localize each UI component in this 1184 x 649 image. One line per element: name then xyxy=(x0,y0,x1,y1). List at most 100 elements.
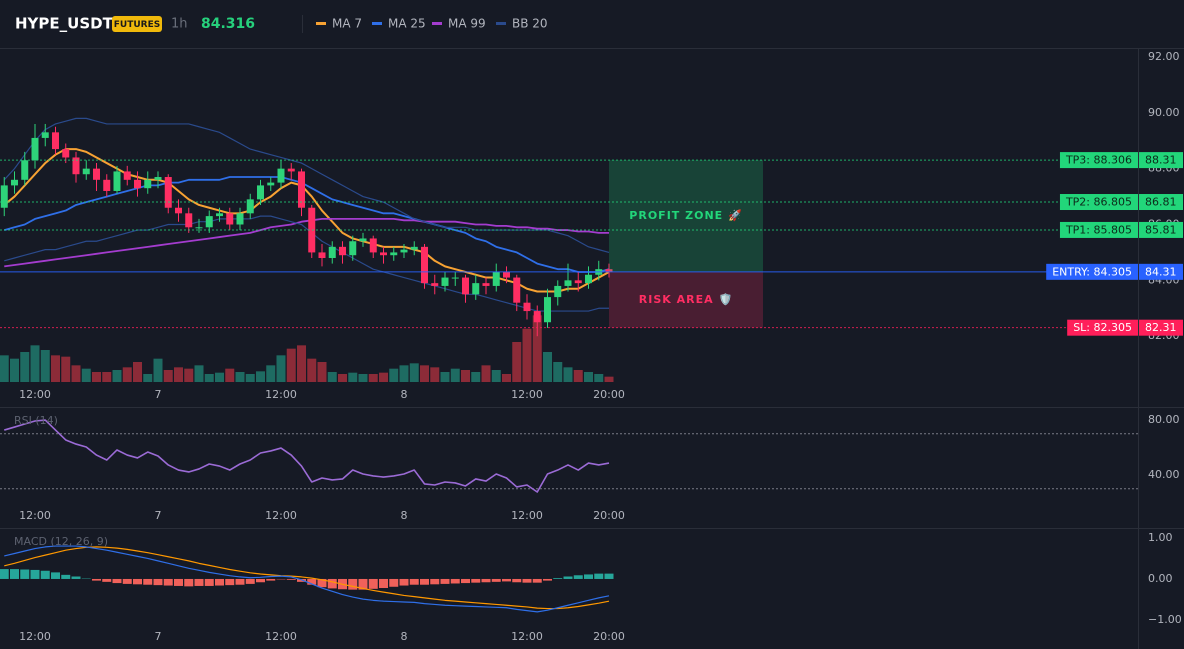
x-tick-label: 20:00 xyxy=(593,509,625,522)
level-tag-label: ENTRY: 84.305 xyxy=(1052,265,1132,278)
candle-body xyxy=(236,213,244,225)
legend-label: MA 99 xyxy=(448,17,486,31)
macd-histogram xyxy=(133,578,142,585)
volume-bar xyxy=(420,365,429,382)
level-axis-label: 85.81 xyxy=(1145,223,1177,236)
candle-body xyxy=(31,137,39,161)
legend-label: MA 7 xyxy=(332,17,362,31)
macd-histogram xyxy=(225,578,235,586)
candle-body xyxy=(144,179,152,189)
candle-body xyxy=(400,249,408,253)
volume-bar xyxy=(389,368,399,382)
macd-histogram xyxy=(61,574,71,579)
macd-histogram xyxy=(450,578,460,584)
candle-body xyxy=(605,269,613,272)
macd-histogram xyxy=(194,578,204,586)
candle-body xyxy=(462,277,469,295)
volume-bar xyxy=(266,365,276,382)
volume-bar xyxy=(604,376,614,382)
candle-body xyxy=(226,213,234,225)
volume-bar xyxy=(71,365,81,382)
macd-histogram xyxy=(532,578,542,583)
volume-bar xyxy=(174,367,183,382)
candle-body xyxy=(257,185,264,200)
candle-body xyxy=(369,238,377,253)
volume-bar xyxy=(481,365,491,382)
macd-histogram xyxy=(502,578,511,582)
candle-body xyxy=(287,168,295,172)
macd-histogram xyxy=(379,578,388,589)
volume-bar xyxy=(584,372,593,382)
macd-histogram xyxy=(10,569,19,579)
rsi-label: RSI (14) xyxy=(14,414,58,427)
macd-histogram xyxy=(604,573,614,579)
level-axis-label: 88.31 xyxy=(1145,154,1177,167)
level-tag xyxy=(1059,221,1138,238)
volume-bar xyxy=(0,355,9,382)
macd-histogram xyxy=(266,578,276,581)
macd-histogram xyxy=(543,578,552,581)
macd-histogram xyxy=(204,578,214,586)
symbol: HYPE_USDT xyxy=(15,15,114,33)
volume-bar xyxy=(256,371,265,382)
candle-body xyxy=(554,285,562,298)
macd-histogram xyxy=(317,578,327,588)
volume-bar xyxy=(122,367,132,382)
volume-bar xyxy=(81,368,91,382)
volume-bar xyxy=(102,372,112,382)
volume-bar xyxy=(327,372,337,382)
x-tick-label: 7 xyxy=(155,509,162,522)
legend-label: BB 20 xyxy=(512,17,548,31)
macd-histogram xyxy=(92,578,101,581)
level-axis-tag xyxy=(1139,194,1183,211)
macd-histogram xyxy=(553,578,563,579)
volume-bar xyxy=(297,345,306,382)
volume-bar xyxy=(61,356,71,382)
candle-body xyxy=(513,277,521,303)
candle-body xyxy=(123,171,131,180)
x-tick-label: 7 xyxy=(155,388,162,401)
volume-bar xyxy=(245,374,255,382)
macd-histogram xyxy=(40,570,50,579)
y-tick-label: 1.00 xyxy=(1148,531,1173,544)
y-tick-label: 92.00 xyxy=(1148,50,1180,63)
candle-body xyxy=(11,179,18,186)
x-tick-label: 12:00 xyxy=(19,630,51,643)
macd-histogram xyxy=(584,574,593,579)
x-tick-label: 12:00 xyxy=(511,630,543,643)
candle-body xyxy=(533,311,541,323)
x-tick-label: 8 xyxy=(401,509,408,522)
candle-body xyxy=(134,179,141,189)
macd-histogram xyxy=(20,569,30,579)
volume-bar xyxy=(379,372,388,382)
volume-bar xyxy=(348,372,358,382)
candle-body xyxy=(359,238,367,242)
level-axis-tag xyxy=(1139,319,1183,336)
badge: FUTURES xyxy=(114,20,160,30)
macd-histogram xyxy=(430,578,440,585)
x-tick-label: 12:00 xyxy=(265,388,297,401)
candle-body xyxy=(175,207,182,214)
interval: 1h xyxy=(171,17,188,32)
level-axis-tag xyxy=(1139,152,1183,169)
last-price: 84.316 xyxy=(201,16,255,32)
macd-histogram xyxy=(461,578,470,584)
macd-histogram xyxy=(307,578,317,585)
x-tick-label: 20:00 xyxy=(593,630,625,643)
bb-lower xyxy=(4,215,609,312)
macd-histogram xyxy=(235,578,245,585)
candle-body xyxy=(492,271,500,286)
candle-body xyxy=(277,168,285,183)
level-tag-label: SL: 82.305 xyxy=(1073,321,1132,334)
x-tick-label: 8 xyxy=(401,388,408,401)
y-tick-label: 40.00 xyxy=(1148,468,1180,481)
macd-histogram xyxy=(184,578,194,587)
volume-bar xyxy=(409,363,419,382)
volume-bar xyxy=(317,362,327,382)
x-tick-label: 12:00 xyxy=(265,630,297,643)
x-tick-label: 12:00 xyxy=(19,509,51,522)
x-tick-label: 12:00 xyxy=(19,388,51,401)
macd-histogram xyxy=(389,578,399,587)
candle-body xyxy=(52,132,59,150)
level-tag xyxy=(1046,263,1138,280)
